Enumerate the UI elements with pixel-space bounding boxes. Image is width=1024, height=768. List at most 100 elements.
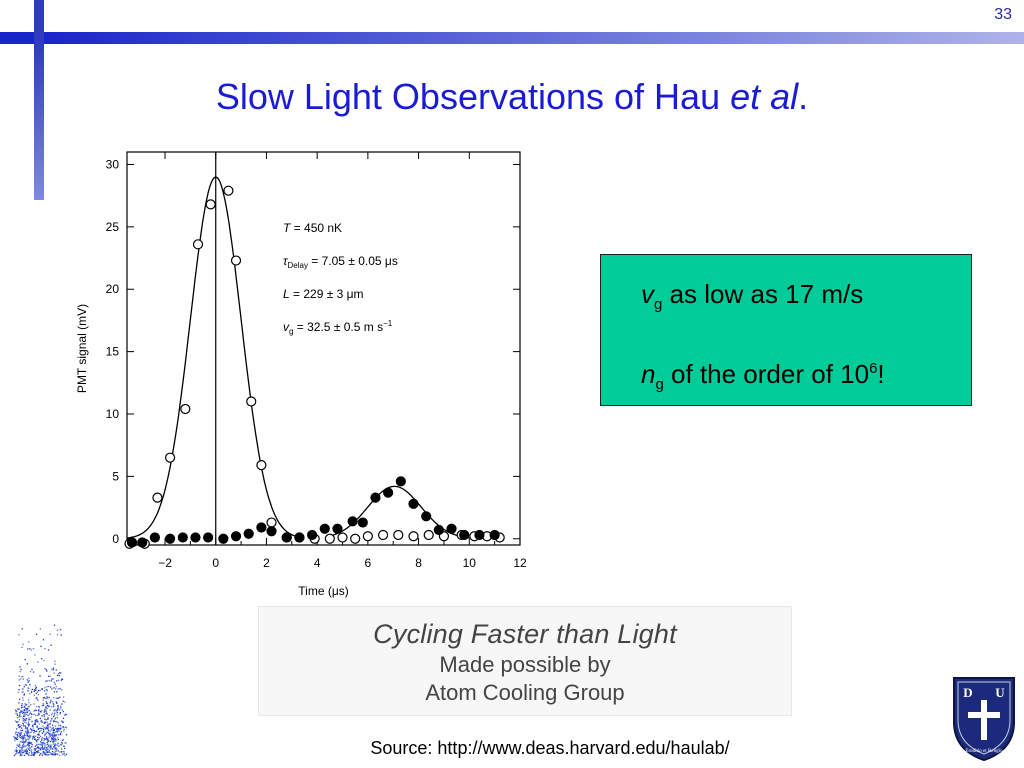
bec-dot: [19, 744, 21, 746]
bec-dot: [20, 736, 23, 738]
bec-dot: [63, 728, 65, 731]
bec-dot: [52, 727, 54, 729]
bec-dot: [34, 731, 36, 733]
bec-dot: [43, 711, 46, 713]
bec-dot: [46, 713, 48, 715]
bec-dot: [42, 725, 44, 727]
y-tick-label: 5: [112, 469, 119, 483]
bec-dot: [43, 743, 45, 745]
bec-dot: [45, 749, 47, 751]
ng-subscript: g: [655, 376, 664, 393]
bec-dot: [63, 730, 65, 732]
bec-dot: [30, 731, 32, 733]
bec-dot: [35, 748, 37, 750]
bec-dot: [57, 697, 59, 699]
bec-dot: [58, 734, 60, 736]
bec-dot: [37, 714, 39, 716]
bec-dot: [24, 749, 26, 751]
bec-dot: [65, 742, 67, 744]
bec-dot: [24, 712, 26, 714]
bec-dot: [44, 687, 46, 689]
bec-dot: [50, 686, 52, 688]
bec-dot: [19, 737, 21, 739]
bec-dot: [54, 708, 56, 711]
bec-density-image: [13, 624, 68, 757]
bec-dot: [56, 712, 58, 714]
bec-dot: [39, 675, 41, 677]
bec-dot: [41, 710, 43, 712]
bec-dot: [46, 721, 48, 723]
filled-data-point: [281, 532, 292, 543]
bec-dot: [30, 735, 32, 737]
bec-dot: [39, 717, 41, 720]
bec-dot: [33, 694, 35, 696]
bec-dot: [32, 754, 34, 756]
bec-dot: [45, 697, 47, 700]
bec-dot: [37, 710, 40, 712]
bec-dot: [65, 753, 68, 755]
bec-dot: [18, 702, 20, 704]
bec-dot: [54, 748, 57, 750]
bec-dot: [59, 733, 62, 736]
bec-dot: [45, 702, 48, 704]
bec-dot: [27, 753, 29, 755]
filled-data-point: [357, 517, 368, 528]
bec-dot: [50, 699, 52, 701]
bec-dot: [36, 719, 38, 721]
bec-dot: [23, 694, 25, 696]
bec-dot: [42, 751, 44, 753]
bec-dot: [51, 727, 53, 729]
bec-dot: [51, 739, 53, 741]
bec-dot: [46, 686, 48, 688]
bec-dot: [35, 709, 37, 712]
open-data-point: [192, 239, 204, 250]
bec-dot: [16, 738, 19, 740]
bec-dot: [21, 727, 23, 729]
vg-symbol: v: [641, 279, 654, 309]
bec-dot: [53, 687, 55, 689]
bec-dot: [37, 750, 39, 752]
bec-dot: [55, 744, 57, 746]
bec-dot: [54, 725, 57, 727]
bec-dot: [35, 686, 37, 689]
bec-dot: [26, 750, 28, 752]
bec-dot: [18, 735, 20, 737]
bec-dot: [57, 737, 59, 739]
bec-dot: [53, 672, 55, 674]
bec-dot: [48, 744, 50, 746]
bec-dot: [46, 742, 49, 744]
bec-dot: [53, 721, 55, 723]
bec-dot: [56, 720, 58, 723]
bec-dot: [37, 747, 40, 749]
filled-data-point: [383, 487, 394, 498]
bec-dot: [61, 742, 63, 744]
bec-dot: [17, 732, 19, 734]
bec-dot: [28, 687, 30, 690]
bec-dot: [21, 741, 23, 743]
bec-dot: [25, 704, 28, 706]
bec-dot: [28, 723, 30, 726]
bec-dot: [49, 733, 51, 735]
bec-dot: [46, 727, 48, 729]
bec-dot: [18, 715, 21, 717]
bec-dot: [65, 734, 68, 736]
bec-dot: [16, 744, 18, 746]
bec-dot: [31, 725, 34, 727]
bec-dot: [19, 746, 21, 749]
bec-dot: [45, 693, 47, 695]
bec-dot: [62, 721, 64, 723]
bec-dot: [19, 698, 21, 701]
filled-data-point: [332, 523, 343, 534]
bec-dot: [52, 737, 55, 739]
bec-dot: [47, 649, 50, 651]
bec-dot: [13, 754, 16, 757]
bec-dot: [40, 645, 42, 647]
bec-dot: [53, 738, 56, 740]
bec-dot: [41, 705, 43, 707]
bec-dot: [38, 709, 40, 711]
bec-dot: [47, 725, 50, 727]
open-data-point: [266, 517, 277, 528]
ng-exclamation: !: [877, 359, 885, 389]
bec-dot: [27, 721, 30, 723]
bec-dot: [30, 742, 32, 744]
